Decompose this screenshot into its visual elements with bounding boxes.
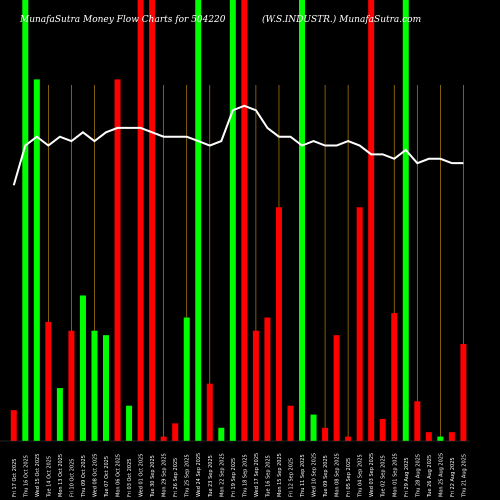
x-tick-label: Thu 28 Aug 2025 (415, 454, 421, 498)
bar-up (402, 0, 409, 441)
x-tick-label: Mon 22 Sep 2025 (219, 453, 225, 497)
x-tick-label: Thu 25 Sep 2025 (185, 454, 191, 498)
bar-down (368, 0, 375, 441)
money-flow-line (12, 104, 464, 186)
x-tick-label: Tue 09 Sep 2025 (323, 455, 329, 498)
bar-up (310, 414, 317, 441)
bar-down (460, 343, 467, 441)
x-tick-label: Wed 10 Sep 2025 (312, 453, 318, 497)
chart-title-left: MunafaSutra Money Flow Charts for 504220 (19, 15, 226, 25)
bar-up (22, 0, 29, 441)
x-tick-label: Fri 29 Aug 2025 (404, 457, 410, 497)
x-tick-label: Mon 08 Sep 2025 (335, 453, 341, 497)
x-tick-label: Thu 11 Sep 2025 (300, 454, 306, 498)
x-tick-label: Thu 18 Sep 2025 (242, 454, 248, 498)
bar-up (218, 427, 225, 441)
bar-up (437, 436, 444, 441)
x-tick-label: Tue 30 Sep 2025 (150, 455, 156, 498)
x-tick-label: Thu 16 Oct 2025 (23, 455, 29, 498)
bar-down (264, 317, 271, 441)
x-tick-label: Wed 15 Oct 2025 (35, 454, 41, 497)
bar-up (56, 388, 63, 441)
x-tick-label: Fri 10 Oct 2025 (69, 459, 75, 497)
bar-down (206, 383, 213, 441)
x-tick-label: Tue 26 Aug 2025 (427, 455, 433, 498)
x-tick-label: Tue 23 Sep 2025 (208, 455, 214, 498)
bar-down (160, 436, 167, 441)
x-tick-label: Mon 15 Sep 2025 (277, 453, 283, 497)
x-tick-label: Mon 13 Oct 2025 (58, 454, 64, 497)
x-tick-label: Fri 03 Oct 2025 (127, 459, 133, 497)
bar-down (345, 436, 352, 441)
bar-down (287, 405, 294, 441)
x-tick-label: Fri 22 Aug 2025 (450, 457, 456, 497)
x-tick-label: Thu 21 Aug 2025 (461, 454, 467, 498)
x-tick-label: Wed 24 Sep 2025 (196, 453, 202, 497)
bar-down (391, 313, 398, 441)
bar-up (126, 405, 133, 441)
bar-up (33, 79, 40, 441)
bar-down (252, 330, 259, 441)
x-tick-label: Tue 14 Oct 2025 (46, 456, 52, 498)
bar-up (91, 330, 98, 441)
x-tick-label: Mon 06 Oct 2025 (116, 454, 122, 497)
bar-down (241, 0, 248, 441)
x-tick-labels: Fri 17 Oct 2025 Thu 16 Oct 2025 Wed 15 Oct… (12, 453, 468, 498)
bar-down (114, 79, 121, 441)
x-tick-label: Tue 02 Sep 2025 (381, 455, 387, 498)
bar-down (379, 418, 386, 441)
x-tick-label: Mon 01 Sep 2025 (392, 453, 398, 497)
bar-down (448, 432, 455, 441)
bar-down (356, 207, 363, 441)
bar-down (45, 321, 52, 441)
x-tick-label: Fri 19 Sep 2025 (231, 458, 237, 497)
x-tick-label: Tue 16 Sep 2025 (265, 455, 271, 498)
x-tick-label: Thu 09 Oct 2025 (81, 455, 87, 498)
bar-down (149, 0, 156, 441)
bar-up (299, 0, 306, 441)
bar-down (172, 423, 179, 441)
x-tick-label: Wed 01 Oct 2025 (139, 454, 145, 497)
bar-down (275, 207, 282, 441)
bar-down (322, 427, 329, 441)
bar-up (183, 317, 190, 441)
x-tick-label: Fri 05 Sep 2025 (346, 458, 352, 497)
x-tick-label: Mon 29 Sep 2025 (162, 453, 168, 497)
x-tick-label: Thu 04 Sep 2025 (358, 454, 364, 498)
bar-down (333, 335, 340, 441)
x-tick-label: Wed 17 Sep 2025 (254, 453, 260, 497)
bar-up (195, 0, 202, 441)
x-tick-label: Tue 07 Oct 2025 (104, 456, 110, 498)
bar-up (79, 295, 86, 441)
bar-up (103, 335, 109, 441)
bar-down (425, 432, 432, 441)
bar-down (10, 410, 17, 441)
x-tick-label: Wed 03 Sep 2025 (369, 453, 375, 497)
bar-down (68, 330, 75, 441)
x-tick-label: Fri 26 Sep 2025 (173, 458, 179, 497)
bar-down (137, 0, 144, 441)
x-tick-label: Fri 12 Sep 2025 (288, 458, 294, 497)
bars (10, 0, 467, 441)
x-tick-label: Fri 17 Oct 2025 (12, 459, 18, 497)
bar-down (414, 401, 421, 441)
x-tick-label: Mon 25 Aug 2025 (438, 453, 444, 497)
x-tick-label: Wed 08 Oct 2025 (92, 454, 98, 497)
bar-up (229, 0, 236, 441)
chart-title-right: (W.S.INDUSTR.) MunafaSutra.com (262, 14, 421, 25)
